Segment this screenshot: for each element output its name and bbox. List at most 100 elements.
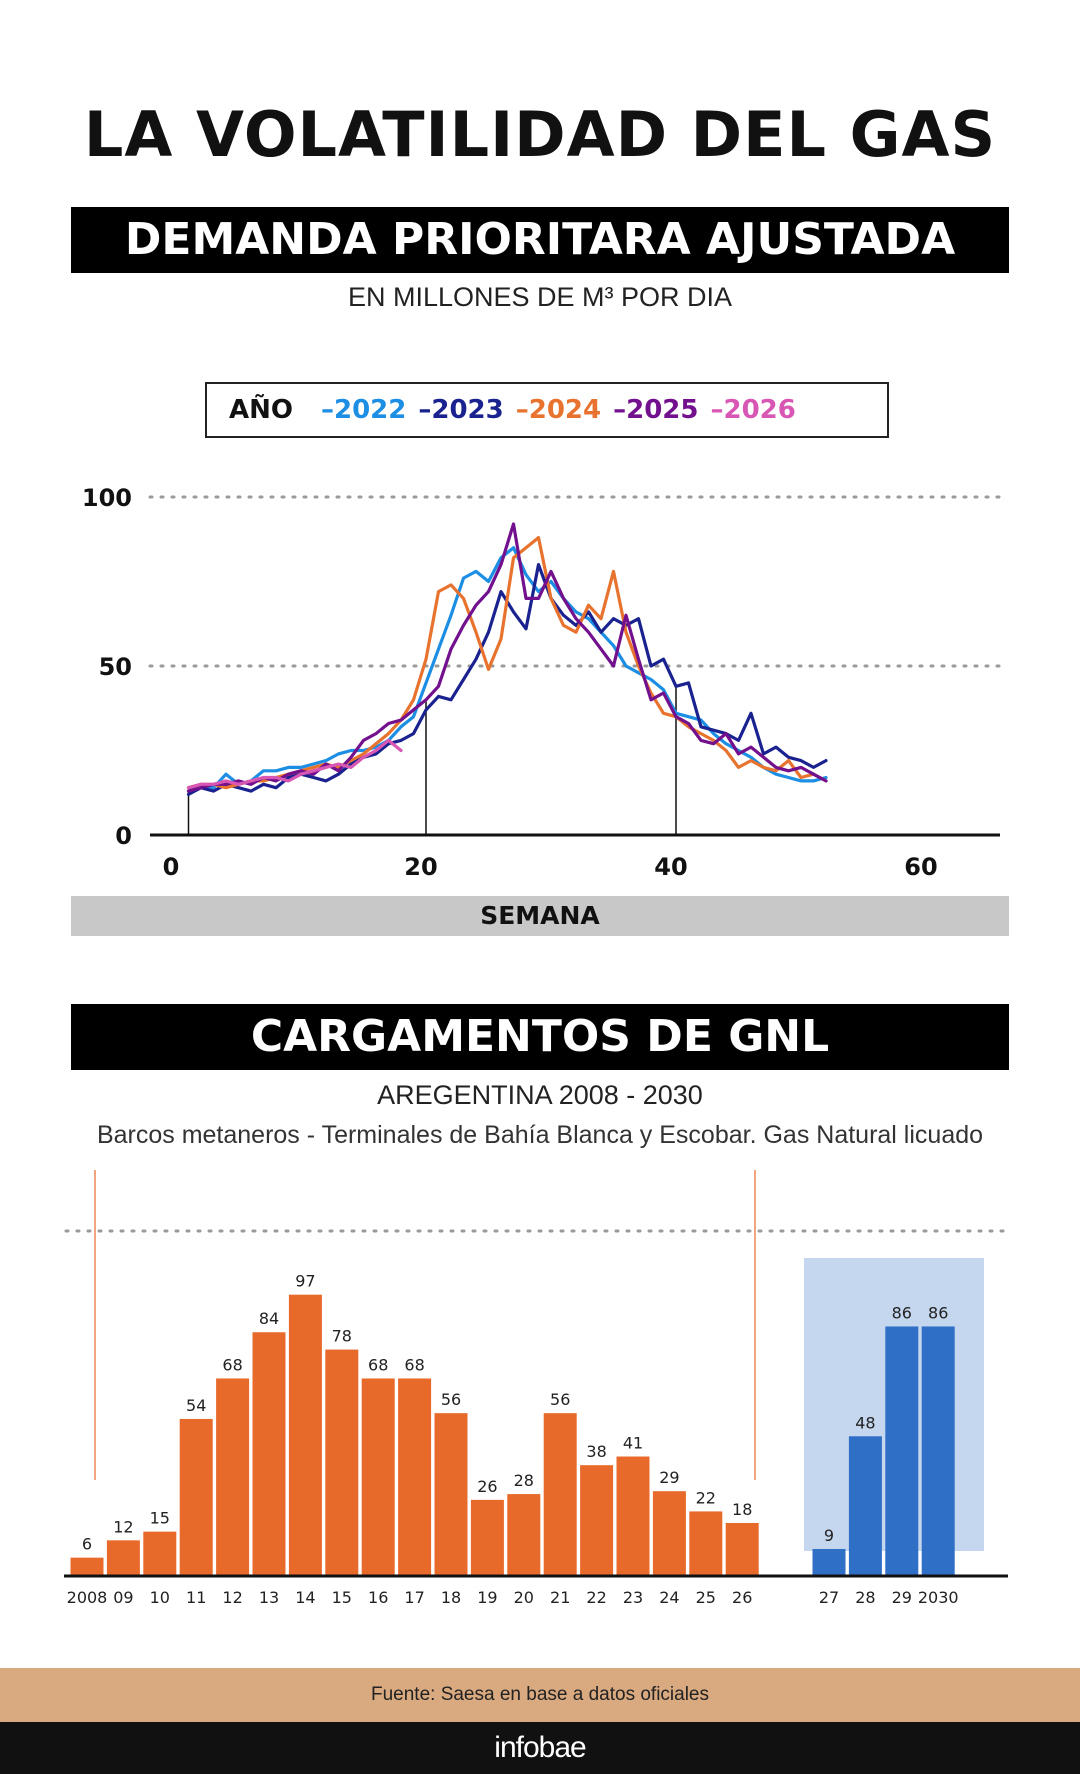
legend-title: AÑO [229, 395, 293, 425]
legend-item-2022: –2022 [320, 395, 407, 425]
bar-category-label: 09 [113, 1588, 133, 1607]
bar-21 [543, 1413, 577, 1575]
bar-category-label: 19 [477, 1588, 497, 1607]
bar-09 [106, 1540, 140, 1575]
y-tick-label: 50 [99, 653, 132, 681]
bar-2008 [70, 1557, 104, 1575]
y-tick-label: 100 [82, 484, 132, 512]
bar-value-label: 22 [696, 1488, 716, 1507]
bar-value-label: 78 [332, 1327, 352, 1346]
bar-category-label: 2030 [918, 1588, 959, 1607]
bar-value-label: 68 [368, 1355, 388, 1374]
bar-category-label: 28 [855, 1588, 875, 1607]
bar-value-label: 18 [732, 1500, 752, 1519]
bar-category-label: 25 [696, 1588, 716, 1607]
bar-category-label: 21 [550, 1588, 570, 1607]
bar-value-label: 9 [824, 1526, 834, 1545]
bar-value-label: 28 [514, 1471, 534, 1490]
x-tick-label: 40 [654, 853, 687, 881]
bar-11 [179, 1418, 213, 1575]
section-band-demanda: DEMANDA PRIORITARA AJUSTADA [71, 207, 1009, 273]
series-line-2026 [186, 738, 403, 790]
legend-item-2023: –2023 [418, 395, 504, 425]
bar-29 [885, 1326, 919, 1575]
bar-chart: IMPORTACIONESPROYECCIÓN DEEXPORTACIONES6… [64, 1170, 1008, 1607]
bar-value-label: 86 [928, 1303, 948, 1322]
legend-items: –2022 –2023 –2024 –2025 –2026 [321, 395, 808, 425]
bar-25 [689, 1511, 723, 1575]
bar-24 [652, 1491, 686, 1575]
bar-category-label: 11 [186, 1588, 206, 1607]
bar-value-label: 56 [441, 1390, 461, 1409]
bar-value-label: 97 [295, 1272, 315, 1291]
import-bracket-left [94, 1170, 96, 1480]
import-bracket-right [754, 1170, 756, 1480]
bar-category-label: 17 [404, 1588, 424, 1607]
bar-20 [507, 1494, 541, 1575]
unit-subtitle: EN MILLONES DE M³ POR DIA [347, 282, 733, 312]
bar-value-label: 6 [82, 1535, 92, 1554]
x-tick-label: 60 [904, 853, 937, 881]
bar-value-label: 12 [113, 1517, 133, 1536]
bar-13 [252, 1332, 286, 1575]
bar-category-label: 29 [892, 1588, 912, 1607]
source-footer: Fuente: Saesa en base a datos oficiales [0, 1668, 1080, 1722]
series-line-2025 [186, 522, 828, 793]
bar-14 [288, 1294, 322, 1575]
legend-item-2026: –2026 [710, 395, 796, 425]
bar-17 [398, 1378, 432, 1575]
bar-value-label: 41 [623, 1434, 643, 1453]
bar-26 [725, 1522, 759, 1575]
bar-value-label: 48 [855, 1413, 875, 1432]
bar-value-label: 56 [550, 1390, 570, 1409]
bar-value-label: 54 [186, 1396, 206, 1415]
bar-23 [616, 1456, 650, 1575]
bar-12 [216, 1378, 250, 1575]
bar-15 [325, 1349, 359, 1575]
bar-category-label: 18 [441, 1588, 461, 1607]
bar-category-label: 26 [732, 1588, 752, 1607]
bar-value-label: 38 [586, 1442, 606, 1461]
bar-value-label: 29 [659, 1468, 679, 1487]
x-tick-label: 20 [404, 853, 437, 881]
x-tick-label: 0 [163, 853, 180, 881]
y-tick-label: 0 [115, 822, 132, 850]
bar-19 [470, 1499, 504, 1575]
bar-category-label: 23 [623, 1588, 643, 1607]
legend-item-2024: –2024 [515, 395, 602, 425]
bar-category-label: 15 [332, 1588, 352, 1607]
bar-value-label: 15 [150, 1509, 170, 1528]
bar-category-label: 2008 [67, 1588, 108, 1607]
bar-category-label: 22 [586, 1588, 606, 1607]
gnl-subtitle: AREGENTINA 2008 - 2030 [377, 1080, 703, 1110]
line-chart-legend: AÑO –2022 –2023 –2024 –2025 –2026 [205, 382, 889, 438]
x-axis-band: SEMANA [71, 896, 1009, 936]
bar-category-label: 13 [259, 1588, 279, 1607]
bar-value-label: 84 [259, 1309, 279, 1328]
bar-27 [812, 1548, 846, 1575]
series-line-2024 [186, 535, 828, 790]
bar-value-label: 68 [222, 1355, 242, 1374]
bar-value-label: 68 [404, 1355, 424, 1374]
bar-category-label: 24 [659, 1588, 679, 1607]
bar-value-label: 86 [892, 1303, 912, 1322]
bar-2030 [921, 1326, 955, 1575]
bar-category-label: 27 [819, 1588, 839, 1607]
bar-28 [848, 1436, 882, 1575]
bar-18 [434, 1413, 468, 1575]
bar-category-label: 14 [295, 1588, 315, 1607]
bar-16 [361, 1378, 395, 1575]
bar-22 [580, 1465, 614, 1575]
section-band-gnl: CARGAMENTOS DE GNL [71, 1004, 1009, 1070]
brand-logo: infobae [0, 1722, 1080, 1774]
bar-value-label: 26 [477, 1477, 497, 1496]
line-chart: 0 50 100 0 20 40 60 [82, 484, 1002, 881]
bar-category-label: 20 [514, 1588, 534, 1607]
main-title: LA VOLATILIDAD DEL GAS [83, 98, 997, 171]
legend-item-2025: –2025 [613, 395, 699, 425]
bar-category-label: 10 [150, 1588, 170, 1607]
bar-10 [143, 1531, 177, 1575]
bar-category-label: 12 [222, 1588, 242, 1607]
bar-category-label: 16 [368, 1588, 388, 1607]
gnl-note: Barcos metaneros - Terminales de Bahía B… [96, 1121, 984, 1149]
